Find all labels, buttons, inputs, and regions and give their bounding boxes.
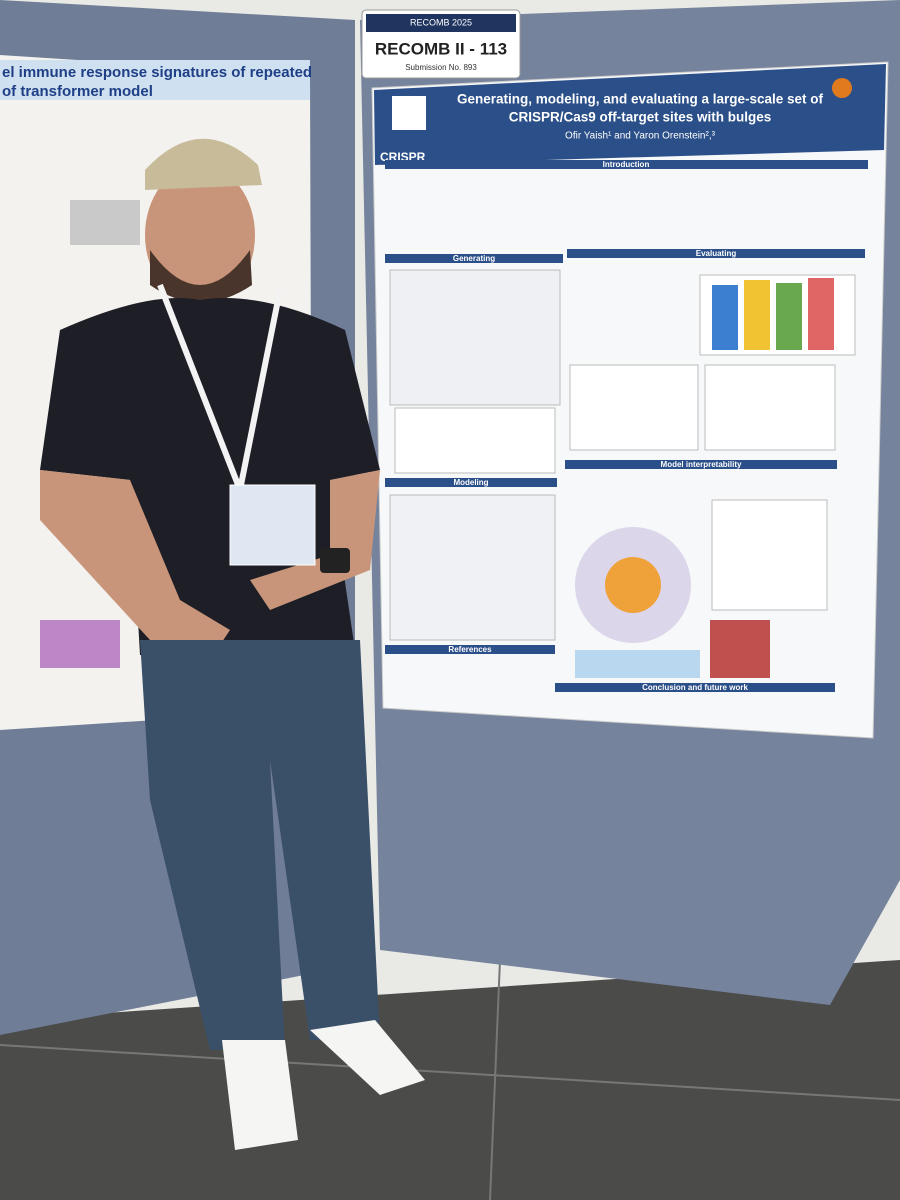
floor-seam	[489, 959, 501, 1200]
section-bar	[567, 249, 865, 258]
floor-seam	[0, 1044, 900, 1101]
person-head	[145, 165, 255, 305]
person-shoe	[222, 1040, 298, 1150]
gradient-figure	[575, 650, 700, 678]
left-poster-title: el immune response signatures of repeate…	[2, 64, 312, 81]
qr-code	[392, 96, 426, 130]
poster-header	[374, 64, 886, 165]
section-bar	[555, 683, 835, 692]
sign-submission: Submission No. 893	[405, 63, 477, 72]
bar-figure-part	[744, 280, 770, 350]
section-title: Evaluating	[696, 249, 737, 258]
poster-title: CRISPR/Cas9 off-target sites with bulges	[509, 110, 772, 125]
section-bar	[385, 645, 555, 654]
poster-authors: Ofir Yaish¹ and Yaron Orenstein²,³	[565, 131, 716, 142]
person-jeans	[140, 640, 380, 1050]
section-bar	[385, 160, 868, 169]
section-title: Conclusion and future work	[642, 683, 748, 692]
left-poster-figure	[40, 620, 120, 668]
watch	[320, 548, 350, 573]
section-title: Model interpretability	[661, 460, 742, 469]
bar-figure-part	[776, 283, 802, 350]
section-bar	[565, 460, 837, 469]
heatmap-figure	[710, 620, 770, 678]
section-title: Generating	[453, 254, 495, 263]
person-cap	[145, 138, 262, 190]
pipeline-figure	[389, 269, 561, 406]
poster-title: Generating, modeling, and evaluating a l…	[457, 92, 824, 107]
sign-title: RECOMB II - 113	[375, 39, 507, 58]
plot-figure	[711, 499, 828, 611]
sign-banner	[366, 14, 516, 32]
bar-figure-part	[808, 278, 834, 350]
table-figure	[394, 407, 556, 474]
section-title: References	[448, 645, 492, 654]
curve-figure	[704, 364, 836, 451]
person-arm	[40, 470, 230, 660]
person-arm	[250, 470, 380, 610]
left-poster-header	[0, 60, 310, 100]
model-figure	[389, 494, 556, 641]
bar-figure-part	[712, 285, 738, 350]
left-poster-title: of transformer model	[2, 83, 153, 100]
sign-banner-text: RECOMB 2025	[410, 17, 472, 27]
section-title: Introduction	[603, 160, 650, 169]
left-poster-figure	[70, 200, 140, 245]
person-shirt	[40, 298, 380, 655]
section-bar	[385, 254, 563, 263]
person-beard	[150, 250, 252, 303]
section-bar	[385, 478, 557, 487]
person-shoe	[310, 1020, 425, 1095]
interpretability-figure	[605, 557, 661, 613]
section-title: Modeling	[453, 478, 488, 487]
curve-figure	[569, 364, 699, 451]
badge	[229, 484, 316, 566]
university-logo	[832, 78, 852, 98]
